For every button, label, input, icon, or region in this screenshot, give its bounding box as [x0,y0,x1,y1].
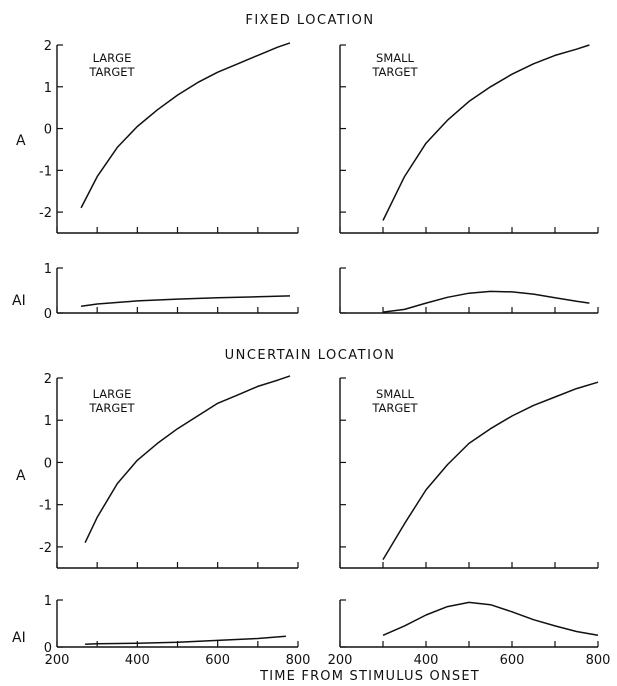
ai-subplot: 200 400 600 800 [328,599,611,668]
x-tick-label: 400 [414,653,439,668]
x-tick-label: 400 [125,653,150,668]
section-title-fixed: FIXED LOCATION [245,13,374,28]
panel-label: SMALL TARGET [371,387,418,415]
a-curve [382,44,590,221]
ai-axis-label-top: AI [12,293,26,309]
y-tick-label: 1 [44,594,52,609]
ai-curve [80,295,291,308]
a-axis-label-bottom: A [16,468,26,484]
y-tick-label: -1 [39,499,52,514]
ai-curve [85,635,286,645]
x-tick-label: 800 [586,653,611,668]
y-tick-label: 0 [44,307,52,322]
a-curve [80,42,291,209]
y-tick-label: -2 [39,541,52,556]
a-axis-label-top: A [16,133,26,149]
y-tick-label: 0 [44,123,52,138]
y-tick-label: 0 [44,456,52,471]
ai-axis-label-bottom: AI [12,630,26,646]
y-tick-label: 2 [44,372,52,387]
panel-label: LARGE TARGET [88,51,135,79]
y-tick-label: 0 [44,641,52,656]
section-title-uncertain: UNCERTAIN LOCATION [225,348,396,363]
a-subplot [339,377,599,569]
ai-curve [382,601,599,637]
a-subplot [339,44,599,234]
y-tick-label: 1 [44,81,52,96]
a-subplot: 2 1 0 -1 -2 [39,372,299,569]
a-curve [382,381,599,560]
y-tick-label: 1 [44,262,52,277]
x-axis-title: TIME FROM STIMULUS ONSET [259,669,480,684]
a-curve [84,375,291,544]
panel-uncertain-small: SMALL TARGET 200 400 600 800 [328,377,611,668]
x-tick-label: 200 [328,653,353,668]
y-tick-label: 1 [44,414,52,429]
panel-label: LARGE TARGET [88,387,135,415]
panel-fixed-small: SMALL TARGET [339,44,599,314]
x-tick-label: 600 [500,653,525,668]
ai-subplot [339,267,599,314]
x-tick-label: 800 [286,653,311,668]
y-tick-label: -2 [39,206,52,221]
y-tick-label: -1 [39,164,52,179]
x-tick-label: 200 [45,653,70,668]
x-tick-label: 600 [205,653,230,668]
ai-curve [382,290,590,313]
a-subplot: 2 1 0 -1 -2 [39,39,299,234]
panel-label: SMALL TARGET [371,51,418,79]
y-tick-label: 2 [44,39,52,54]
ai-subplot: 10 [44,262,299,322]
